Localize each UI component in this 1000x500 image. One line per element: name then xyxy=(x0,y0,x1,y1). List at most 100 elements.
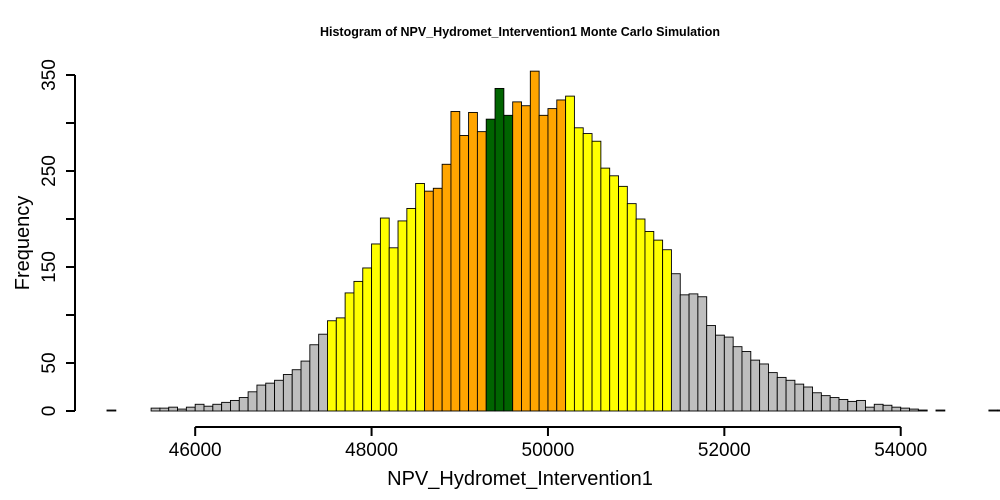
histogram-bar xyxy=(194,403,205,412)
histogram-bar xyxy=(230,399,240,412)
histogram-bar xyxy=(767,372,778,412)
histogram-bar xyxy=(935,409,946,412)
histogram-bar xyxy=(503,114,514,412)
histogram-bar xyxy=(697,296,708,412)
x-tick-label: 52000 xyxy=(698,440,751,461)
histogram-bar xyxy=(362,267,373,412)
histogram-bar xyxy=(150,407,161,412)
bars-group xyxy=(106,70,1000,412)
histogram-bar xyxy=(221,401,231,412)
histogram-bar xyxy=(794,383,805,412)
histogram-bar xyxy=(609,175,619,412)
histogram-bar xyxy=(379,217,390,412)
histogram-bar xyxy=(265,382,276,412)
histogram-bar xyxy=(715,334,725,412)
histogram-bar xyxy=(397,220,408,412)
histogram-bar xyxy=(582,133,593,412)
histogram-bar xyxy=(706,325,716,412)
histogram-bar xyxy=(547,108,558,412)
histogram-bar xyxy=(212,403,223,412)
histogram-bar xyxy=(282,374,293,412)
histogram-bar xyxy=(327,320,337,412)
histogram-bar xyxy=(670,273,681,412)
histogram-bar xyxy=(529,70,540,412)
histogram-bar xyxy=(741,351,752,412)
histogram-bar xyxy=(476,131,487,412)
histogram-bar xyxy=(388,247,399,412)
histogram-bar xyxy=(820,395,831,412)
histogram-bar xyxy=(185,406,196,412)
histogram-bar xyxy=(662,249,672,412)
histogram-bar xyxy=(318,333,328,412)
histogram-bar xyxy=(485,118,496,412)
histogram-bar xyxy=(371,243,381,412)
histogram-bar xyxy=(468,111,478,412)
histogram-bar xyxy=(424,190,434,412)
histogram-bar xyxy=(565,95,575,412)
histogram-bar xyxy=(168,406,178,412)
histogram-bar xyxy=(203,405,214,412)
histogram-bar xyxy=(847,400,858,412)
y-axis-label: Frequency xyxy=(12,196,34,291)
histogram-bar xyxy=(556,99,567,412)
histogram-bar xyxy=(353,280,364,412)
histogram-bar xyxy=(291,369,302,412)
histogram-bar xyxy=(600,167,611,412)
histogram-bar xyxy=(732,346,743,412)
histogram-bar xyxy=(432,187,443,412)
histogram-bar xyxy=(106,409,117,412)
histogram-bar xyxy=(441,163,452,412)
histogram-bar xyxy=(512,101,522,412)
histogram-bar xyxy=(459,135,470,412)
histogram-bar xyxy=(750,359,761,412)
histogram-bar xyxy=(988,409,999,412)
chart-title: Histogram of NPV_Hydromet_Intervention1 … xyxy=(320,25,720,39)
y-tick-label: 350 xyxy=(39,59,60,91)
y-tick-label: 50 xyxy=(39,352,60,373)
x-axis-label: NPV_Hydromet_Intervention1 xyxy=(387,468,653,490)
histogram-bar xyxy=(723,336,734,412)
histogram-bar xyxy=(256,384,267,412)
histogram-bar xyxy=(776,376,787,412)
histogram-bar xyxy=(900,407,910,412)
histogram-bar xyxy=(538,114,549,412)
histogram-bar xyxy=(406,207,417,412)
histogram-bar xyxy=(238,397,249,412)
histogram-bar xyxy=(159,407,170,412)
x-tick-label: 46000 xyxy=(169,440,222,461)
histogram-bar xyxy=(309,344,320,412)
histogram-bar xyxy=(679,294,690,412)
histogram-bar xyxy=(882,404,893,412)
histogram-bar xyxy=(335,317,346,412)
y-tick-label: 0 xyxy=(39,406,60,417)
histogram-bar xyxy=(450,111,461,412)
histogram-bar xyxy=(865,406,875,412)
x-tick-label: 48000 xyxy=(345,440,398,461)
histogram-bar xyxy=(344,292,355,412)
histogram-bar xyxy=(618,185,628,412)
histogram-bar xyxy=(300,360,311,412)
y-tick-label: 150 xyxy=(39,251,60,283)
histogram-bar xyxy=(891,406,902,412)
histogram-bar xyxy=(591,140,602,412)
histogram-bar xyxy=(415,183,425,412)
histogram-bar xyxy=(909,408,919,412)
histogram-bar xyxy=(626,203,637,412)
histogram-bar xyxy=(759,363,769,412)
histogram-bar xyxy=(494,87,505,412)
histogram-bar xyxy=(829,397,840,412)
histogram-bar xyxy=(856,399,866,412)
histogram-bar xyxy=(177,408,187,412)
histogram-bar xyxy=(917,409,928,412)
histogram-bar xyxy=(812,392,822,412)
histogram-bar xyxy=(997,409,1000,412)
histogram-bar xyxy=(803,386,813,412)
histogram-bar xyxy=(274,379,284,412)
y-tick-label: 250 xyxy=(39,155,60,187)
histogram-bar xyxy=(247,391,258,412)
x-axis: 46000 48000 50000 52000 54000 xyxy=(169,426,927,461)
histogram-bar xyxy=(838,399,849,412)
histogram-bar xyxy=(785,379,796,412)
histogram-bar xyxy=(653,239,664,412)
